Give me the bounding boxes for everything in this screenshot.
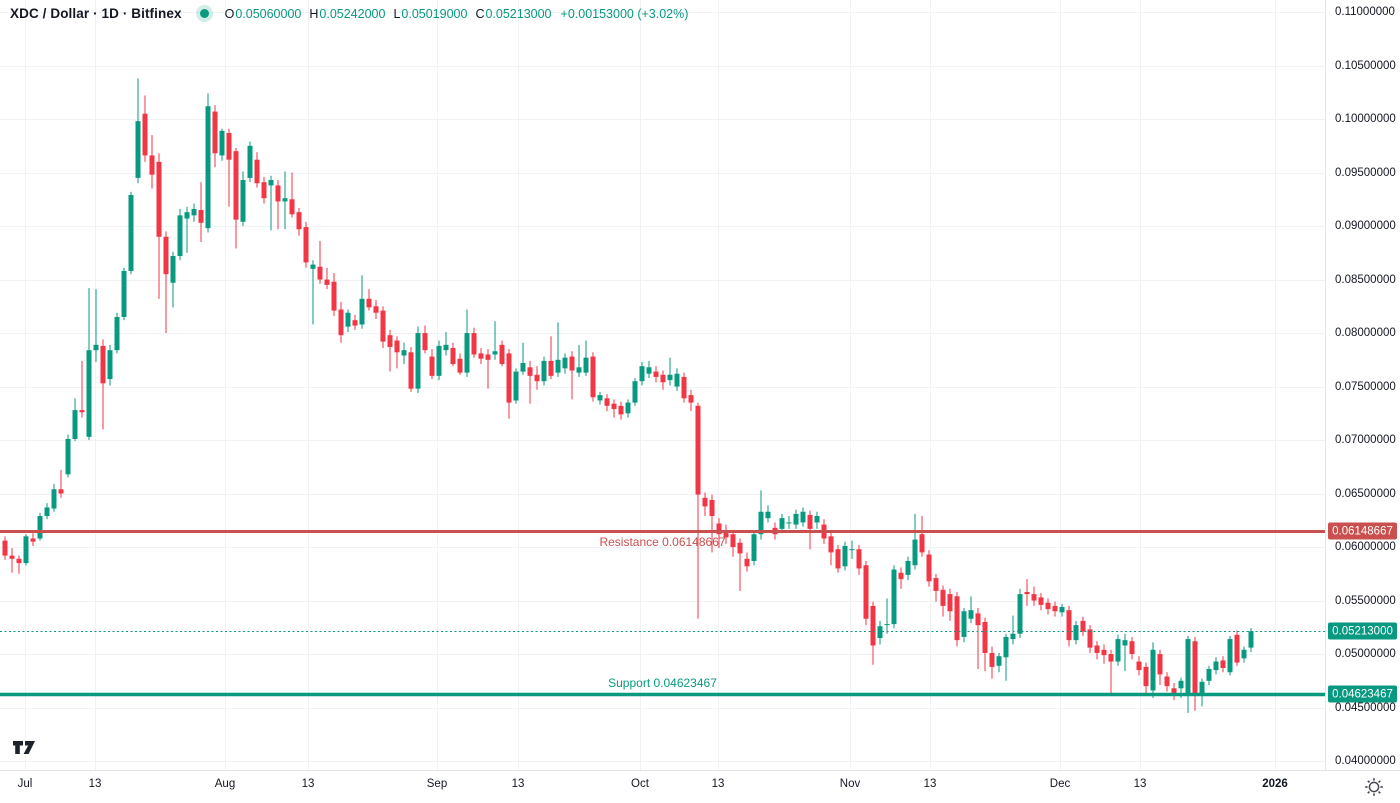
close-label: C (475, 6, 485, 21)
tradingview-logo[interactable] (12, 738, 38, 763)
price-tick-label: 0.10000000 (1335, 113, 1396, 126)
price-tick-label: 0.06500000 (1335, 487, 1396, 500)
ohlc-readout: O 0.05060000 H 0.05242000 L 0.05019000 C… (225, 7, 689, 21)
resistance-line-label[interactable]: Resistance 0.06148667 (599, 534, 726, 549)
symbol-header: XDC / Dollar · 1D · Bitfinex O 0.0506000… (10, 6, 688, 21)
price-tick-label: 0.05000000 (1335, 648, 1396, 661)
low-label: L (393, 6, 401, 21)
symbol-title[interactable]: XDC / Dollar · 1D · Bitfinex (10, 6, 182, 21)
time-axis[interactable]: Jul 13 Aug 13 Sep 13 Oct 13 Nov 13 Dec 13 2026 (0, 770, 1400, 801)
time-tick-label: Jul (17, 778, 33, 790)
low-value: 0.05019000 (401, 6, 468, 21)
time-tick-label: Nov (839, 778, 861, 790)
price-tick-label: 0.08500000 (1335, 273, 1396, 286)
time-tick-label: Oct (631, 778, 649, 790)
price-tick-label: 0.09000000 (1335, 220, 1396, 233)
price-tick-label: 0.04500000 (1335, 701, 1396, 714)
price-tick-label: 0.05500000 (1335, 594, 1396, 607)
price-tick-label: 0.07500000 (1335, 380, 1396, 393)
time-tick-label: 13 (511, 778, 525, 790)
gear-icon (1365, 778, 1383, 796)
high-value: 0.05242000 (319, 6, 386, 21)
price-tick-label: 0.09500000 (1335, 166, 1396, 179)
price-tick-label: 0.08000000 (1335, 327, 1396, 340)
price-axis[interactable]: 0.11000000 0.10500000 0.10000000 0.09500000… (1325, 0, 1400, 770)
time-tick-label: 13 (711, 778, 725, 790)
tradingview-logo-icon (13, 741, 35, 754)
time-tick-label: Dec (1049, 778, 1071, 790)
price-tick-label: 0.10500000 (1335, 59, 1396, 72)
last_price-price-badge: 0.05213000 (1328, 622, 1397, 640)
price-tick-label: 0.04000000 (1335, 755, 1396, 768)
market-status-icon[interactable] (199, 9, 209, 18)
resistance-price-badge: 0.06148667 (1328, 522, 1397, 540)
high-label: H (309, 6, 319, 21)
open-value: 0.05060000 (235, 6, 302, 21)
support-line-label[interactable]: Support 0.04623467 (608, 675, 717, 690)
time-tick-label: 13 (301, 778, 315, 790)
price-tick-label: 0.07000000 (1335, 434, 1396, 447)
close-value: 0.05213000 (485, 6, 552, 21)
price-tick-label: 0.11000000 (1335, 6, 1395, 19)
support-price-badge: 0.04623467 (1328, 685, 1397, 703)
candles (2, 78, 1254, 713)
time-tick-label: 13 (923, 778, 937, 790)
time-tick-label: Aug (214, 778, 236, 790)
open-label: O (224, 6, 235, 21)
time-tick-label: 13 (1133, 778, 1147, 790)
price-tick-label: 0.06000000 (1335, 541, 1396, 554)
time-tick-label: 2026 (1262, 778, 1288, 790)
change-value: +0.00153000 (+3.02%) (560, 6, 689, 21)
timezone-settings-gear-icon[interactable] (1363, 776, 1389, 798)
time-tick-label: Sep (426, 778, 448, 790)
time-tick-label: 13 (88, 778, 102, 790)
